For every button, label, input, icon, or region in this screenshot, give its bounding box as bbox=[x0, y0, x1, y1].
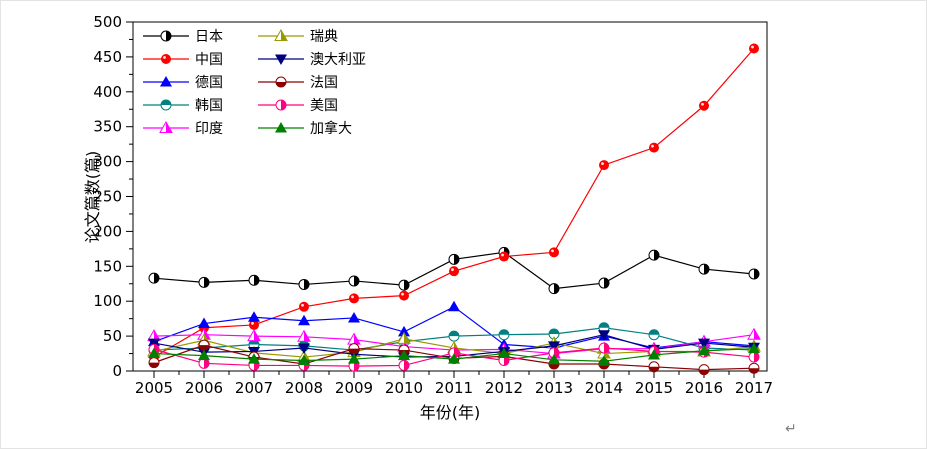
y-axis-title: 论文篇数(篇) bbox=[83, 151, 102, 244]
series-canada bbox=[148, 342, 760, 366]
word-return-mark: ↵ bbox=[785, 421, 797, 437]
x-tick-label: 2015 bbox=[635, 379, 673, 397]
series-japan bbox=[148, 246, 760, 295]
x-tick-label: 2007 bbox=[235, 379, 273, 397]
y-tick-label: 450 bbox=[93, 48, 122, 66]
legend-item-sweden: 瑞典 bbox=[258, 28, 338, 45]
y-tick-label: 500 bbox=[93, 13, 122, 31]
x-tick-label: 2014 bbox=[585, 379, 623, 397]
x-tick-label: 2016 bbox=[685, 379, 723, 397]
x-axis-title: 年份(年) bbox=[420, 403, 481, 422]
legend-label: 法国 bbox=[310, 75, 338, 91]
legend-label: 澳大利亚 bbox=[310, 52, 366, 68]
x-tick-label: 2006 bbox=[185, 379, 223, 397]
y-tick-label: 350 bbox=[93, 118, 122, 136]
legend-item-china: 中国 bbox=[143, 52, 223, 68]
legend-label: 韩国 bbox=[195, 98, 223, 114]
series-china bbox=[149, 43, 759, 363]
x-tick-label: 2013 bbox=[535, 379, 573, 397]
legend-label: 中国 bbox=[195, 52, 223, 68]
y-tick-label: 200 bbox=[93, 222, 122, 240]
x-tick-label: 2017 bbox=[735, 379, 773, 397]
legend-item-canada: 加拿大 bbox=[258, 120, 352, 137]
y-tick-label: 250 bbox=[93, 188, 122, 206]
x-tick-label: 2008 bbox=[285, 379, 323, 397]
y-tick-label: 150 bbox=[93, 257, 122, 275]
legend-item-france: 法国 bbox=[258, 75, 338, 91]
y-tick-label: 300 bbox=[93, 153, 122, 171]
y-tick-label: 400 bbox=[93, 83, 122, 101]
x-tick-label: 2005 bbox=[135, 379, 173, 397]
x-axis: 2005 2006 2007 2008 2009 2010 2011 2012 2013 2014… bbox=[135, 371, 773, 397]
y-axis: 0 50 100 150 200 250 300 350 400 450 500 bbox=[93, 13, 133, 380]
x-tick-label: 2009 bbox=[335, 379, 373, 397]
legend-item-germany: 德国 bbox=[143, 75, 223, 91]
y-tick-label: 0 bbox=[112, 362, 122, 380]
y-tick-label: 50 bbox=[103, 327, 122, 345]
legend-item-usa: 美国 bbox=[258, 98, 338, 114]
x-tick-label: 2012 bbox=[485, 379, 523, 397]
legend-item-japan: 日本 bbox=[143, 29, 223, 45]
legend-label: 德国 bbox=[195, 75, 223, 91]
legend-label: 美国 bbox=[310, 98, 338, 114]
x-tick-label: 2010 bbox=[385, 379, 423, 397]
legend-label: 印度 bbox=[195, 121, 223, 137]
legend-item-india: 印度 bbox=[143, 120, 223, 137]
legend-label: 日本 bbox=[195, 29, 223, 45]
legend-item-australia: 澳大利亚 bbox=[258, 52, 366, 68]
legend-label: 瑞典 bbox=[310, 29, 338, 45]
legend-label: 加拿大 bbox=[310, 120, 352, 137]
legend-item-korea: 韩国 bbox=[143, 98, 223, 114]
y-tick-label: 100 bbox=[93, 292, 122, 310]
x-tick-label: 2011 bbox=[435, 379, 473, 397]
